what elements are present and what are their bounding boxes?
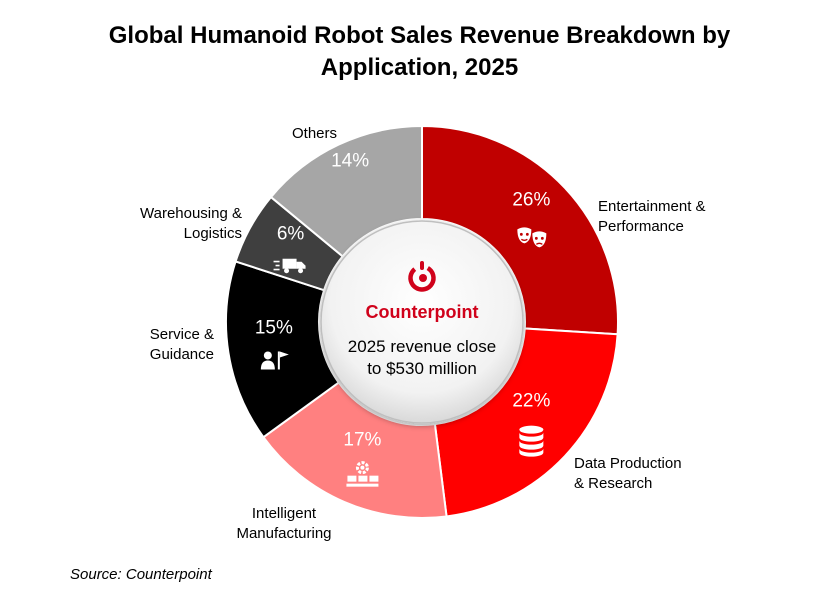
counterpoint-logo-icon xyxy=(408,261,436,292)
slice-percent-label: 17% xyxy=(343,430,381,451)
category-label-line-1: Others xyxy=(292,125,338,142)
donut-slice xyxy=(269,124,423,258)
donut-center-disc xyxy=(320,220,524,424)
conveyor-gear-icon xyxy=(346,461,379,487)
category-label-data-production: Data Production & Research xyxy=(574,454,682,494)
category-label-others: Others xyxy=(292,124,337,144)
chart-title-line-1: Global Humanoid Robot Sales Revenue Brea… xyxy=(108,22,731,49)
donut-slice xyxy=(433,327,619,518)
category-label-line-2: Guidance xyxy=(149,346,214,363)
center-brand-name: Counterpoint xyxy=(366,302,479,322)
slice-percent-label: 26% xyxy=(512,189,550,210)
category-label-service: Service & Guidance xyxy=(128,325,214,365)
category-label-line-1: Data Production xyxy=(574,455,682,472)
center-revenue-line-1: 2025 revenue close xyxy=(348,337,496,356)
center-revenue-line-2: to $530 million xyxy=(367,359,477,378)
category-label-line-2: Manufacturing xyxy=(236,525,332,542)
category-label-line-1: Service & xyxy=(149,326,214,343)
source-note: Source: Counterpoint xyxy=(70,566,212,583)
chart-title: Global Humanoid Robot Sales Revenue Brea… xyxy=(0,20,839,84)
category-label-warehousing: Warehousing & Logistics xyxy=(118,204,242,244)
database-icon xyxy=(519,425,544,457)
slice-percent-label: 15% xyxy=(255,317,293,338)
person-flag-icon xyxy=(260,351,289,370)
category-label-line-2: & Research xyxy=(574,475,653,492)
delivery-truck-icon xyxy=(273,258,306,274)
theater-masks-icon xyxy=(517,227,547,248)
category-label-line-1: Intelligent xyxy=(251,505,317,522)
category-label-line-1: Warehousing & xyxy=(140,205,242,222)
slice-percent-label: 6% xyxy=(277,224,305,245)
slice-percent-label: 22% xyxy=(512,391,550,412)
category-label-line-2: Logistics xyxy=(183,225,242,242)
chart-title-line-2: Application, 2025 xyxy=(320,54,519,81)
category-label-line-1: Entertainment & xyxy=(598,198,706,215)
category-label-entertainment: Entertainment & Performance xyxy=(598,197,706,237)
slice-percent-label: 14% xyxy=(331,150,369,171)
category-label-manufacturing: Intelligent Manufacturing xyxy=(225,504,343,544)
category-label-line-2: Performance xyxy=(598,218,684,235)
